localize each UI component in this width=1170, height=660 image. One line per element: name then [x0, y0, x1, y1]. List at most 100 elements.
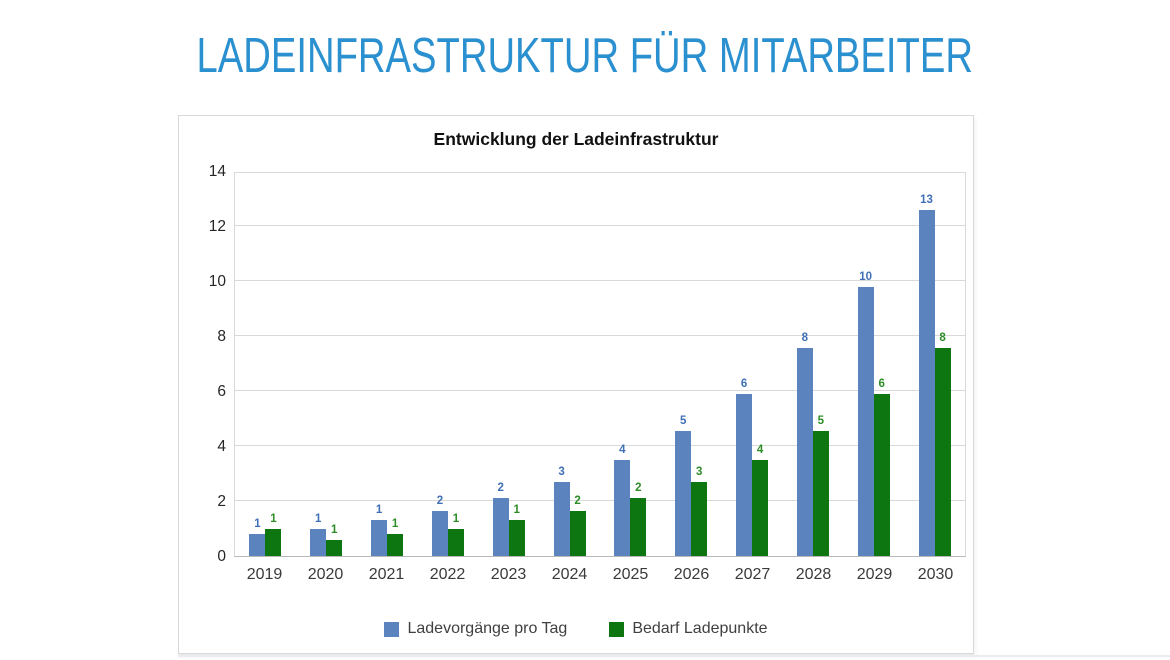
x-tick-label: 2030 — [917, 566, 954, 583]
gridline — [235, 445, 965, 446]
bar-series-1-2020: 1 — [326, 524, 343, 556]
x-axis: 2019 2020 2021 2022 2023 2024 2025 2026 2027 2028… — [234, 566, 966, 584]
bar-value-label: 2 — [574, 494, 581, 507]
bar-value-label: 8 — [801, 332, 809, 345]
bar-series-1-2023: 1 — [508, 504, 525, 556]
bar-value-label: 1 — [315, 512, 322, 525]
bar-series-0-2023: 2 — [492, 482, 509, 556]
y-tick-label: 12 — [208, 218, 226, 235]
chart-title: Entwicklung der Ladeinfrastruktur — [433, 129, 719, 149]
bar-value-label: 3 — [696, 465, 703, 478]
bar-series-1-2019: 1 — [265, 513, 282, 556]
plot-area: 1 1 1 1 1 1 2 1 2 1 3 2 4 2 5 3 6 4 8 5 10 6 13 8 — [234, 172, 966, 557]
bar-value-label: 1 — [254, 518, 261, 530]
y-tick-label: 6 — [217, 383, 226, 400]
bar-value-label: 5 — [680, 414, 687, 427]
x-tick-label: 2029 — [856, 566, 893, 583]
gridline — [235, 225, 965, 226]
legend-label: Bedarf Ladepunkte — [632, 620, 768, 637]
gridline — [235, 390, 965, 391]
page-title: LADEINFRASTRUKTUR FÜR MITARBEITER — [196, 29, 974, 83]
bar-series-1-2028: 5 — [812, 415, 829, 556]
legend-item-1: Bedarf Ladepunkte — [609, 620, 768, 638]
bar-series-1-2027: 4 — [752, 444, 769, 556]
bar-series-0-2027: 6 — [736, 378, 753, 556]
bar-series-0-2030: 13 — [918, 194, 935, 556]
y-tick-label: 4 — [217, 438, 226, 455]
bar-value-label: 1 — [452, 512, 460, 525]
bar-series-1-2026: 3 — [691, 466, 708, 556]
y-tick-label: 0 — [217, 548, 226, 565]
x-tick-label: 2019 — [246, 566, 283, 583]
bar-value-label: 4 — [619, 443, 626, 456]
bottom-edge — [178, 655, 1170, 657]
bar-series-1-2021: 1 — [387, 518, 404, 556]
bar-value-label: 1 — [391, 518, 399, 530]
bar-series-1-2022: 1 — [447, 513, 464, 556]
gridline — [235, 335, 965, 336]
bar-series-1-2024: 2 — [569, 495, 586, 556]
x-tick-label: 2027 — [734, 566, 771, 583]
y-tick-label: 8 — [217, 328, 226, 345]
y-tick-label: 10 — [208, 273, 226, 290]
bar-value-label: 5 — [817, 414, 825, 427]
x-tick-label: 2024 — [551, 566, 588, 583]
y-tick-label: 14 — [208, 163, 226, 180]
bar-group-2030: 13 8 — [904, 173, 965, 556]
bar-series-0-2024: 3 — [553, 466, 570, 556]
legend-item-0: Ladevorgänge pro Tag — [384, 620, 567, 638]
bar-series-0-2028: 8 — [796, 332, 813, 556]
bar-value-label: 1 — [270, 512, 277, 525]
bar-series-0-2021: 1 — [371, 504, 388, 556]
y-tick-label: 2 — [217, 493, 226, 510]
x-tick-label: 2023 — [490, 566, 527, 583]
y-axis: 0 2 4 6 8 10 12 14 — [190, 163, 226, 565]
bar-value-label: 1 — [375, 504, 383, 517]
legend-marker-icon — [609, 621, 625, 637]
bar-series-0-2029: 10 — [857, 271, 874, 556]
x-tick-label: 2026 — [673, 566, 710, 583]
bar-series-0-2020: 1 — [310, 513, 327, 556]
bar-value-label: 6 — [878, 377, 885, 390]
x-tick-label: 2028 — [795, 566, 832, 583]
bar-series-0-2025: 4 — [614, 444, 631, 556]
bar-value-label: 2 — [635, 482, 642, 495]
bar-value-label: 13 — [920, 193, 933, 206]
bar-series-1-2025: 2 — [630, 482, 647, 556]
bar-series-0-2026: 5 — [675, 415, 692, 556]
bar-value-label: 3 — [558, 465, 565, 478]
gridline — [235, 500, 965, 501]
page-title-wrap: LADEINFRASTRUKTUR FÜR MITARBEITER — [0, 28, 1170, 84]
bar-value-label: 8 — [939, 332, 946, 345]
bar-value-label: 2 — [436, 494, 444, 507]
bar-series-1-2029: 6 — [873, 378, 890, 556]
x-tick-label: 2020 — [307, 566, 344, 583]
bar-value-label: 1 — [331, 523, 338, 536]
bar-series-1-2030: 8 — [934, 332, 951, 556]
gridline — [235, 280, 965, 281]
x-tick-label: 2022 — [429, 566, 466, 583]
bar-value-label: 4 — [756, 443, 764, 456]
bar-group-2029: 10 6 — [843, 173, 904, 556]
bar-value-label: 1 — [513, 504, 520, 517]
plot-wrap: 0 2 4 6 8 10 12 14 1 1 1 1 1 1 2 1 2 1 3 2 4 2 5 3 6 4 8 5 10 6 13 8 2… — [209, 163, 966, 583]
bar-series-0-2019: 1 — [249, 518, 266, 556]
legend-marker-icon — [384, 621, 400, 637]
bar-series-0-2022: 2 — [431, 495, 448, 556]
x-tick-label: 2025 — [612, 566, 649, 583]
bar-value-label: 10 — [859, 270, 873, 283]
bar-value-label: 2 — [497, 482, 504, 495]
x-tick-label: 2021 — [368, 566, 405, 583]
